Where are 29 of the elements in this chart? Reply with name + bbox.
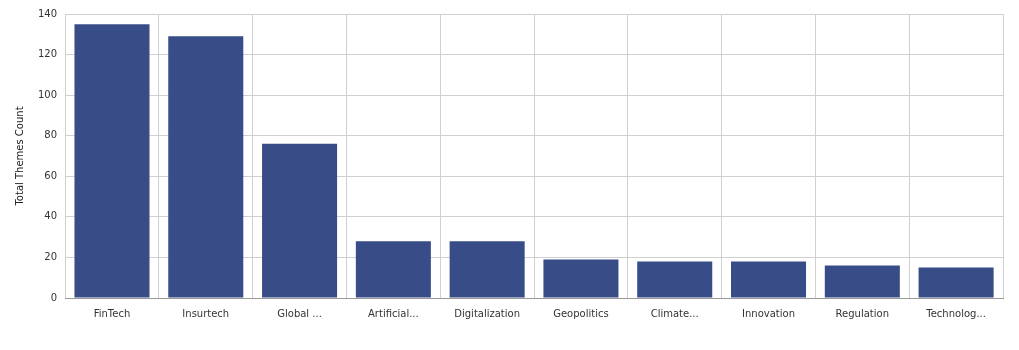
y-tick-label: 100 [37,88,58,100]
x-tick-label: Climate... [650,307,699,319]
y-tick-label: 60 [44,169,58,181]
bar [74,24,150,298]
y-tick-label: 80 [44,129,58,141]
y-tick-label: 0 [50,291,58,303]
x-tick-label: Artificial... [368,307,419,319]
bar [355,241,431,298]
bar [168,36,244,298]
bar [449,241,525,298]
x-tick-label: Innovation [742,307,795,319]
x-tick-label: Regulation [835,307,890,319]
y-axis-title: Total Themes Count [13,106,25,207]
bar [731,261,807,298]
x-tick-label: Digitalization [454,307,521,319]
x-tick-label: Technolog... [925,307,986,319]
x-tick-label: Geopolitics [553,307,609,319]
x-tick-label: Global ... [277,307,322,319]
bar [637,261,713,298]
x-tick-label: Insurtech [182,307,230,319]
y-tick-label: 40 [44,210,58,222]
bar [918,267,994,298]
y-tick-label: 140 [37,7,58,19]
bar [543,259,619,298]
y-tick-label: 120 [37,48,58,60]
y-tick-label: 20 [44,251,58,263]
bar [824,265,900,298]
bar [262,143,338,298]
x-tick-label: FinTech [93,307,131,319]
